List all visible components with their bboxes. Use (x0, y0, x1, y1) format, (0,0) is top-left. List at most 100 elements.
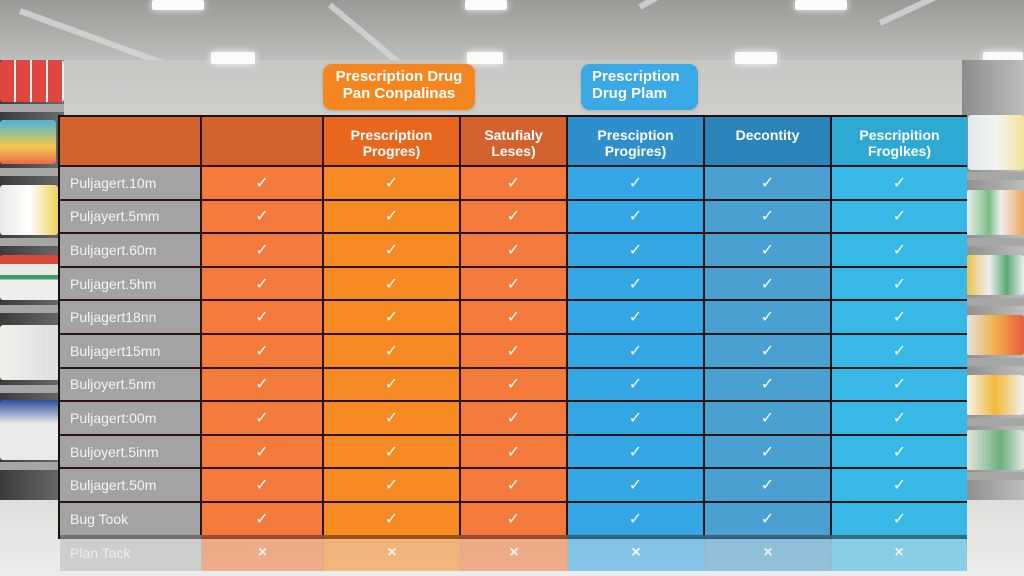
ceiling-light (465, 0, 507, 10)
cross-icon: × (568, 535, 705, 571)
check-icon: ✓ (705, 267, 832, 302)
header-satufialy-leses: Satufialy Leses) (461, 117, 568, 167)
header-presciption-progires: Presciption Progires) (568, 117, 705, 167)
header-prescription-progres: Prescription Progres) (324, 117, 461, 167)
header-pescripition-froglkes: Pescripition Froglkes) (832, 117, 967, 167)
check-icon: ✓ (705, 200, 832, 235)
check-icon: ✓ (568, 334, 705, 369)
row-label: Puljagert:00m (60, 402, 202, 436)
check-icon: ✓ (324, 167, 461, 201)
row-label: Puljayert.5mm (60, 200, 202, 235)
check-icon: ✓ (568, 469, 705, 503)
check-icon: ✓ (461, 402, 568, 436)
check-icon: ✓ (568, 167, 705, 201)
check-icon: ✓ (461, 469, 568, 503)
check-icon: ✓ (705, 435, 832, 470)
ceiling-light (152, 0, 204, 10)
check-icon: ✓ (832, 334, 967, 369)
check-icon: ✓ (705, 368, 832, 403)
check-icon: ✓ (705, 234, 832, 268)
row-label: Buljagert.60m (60, 234, 202, 268)
check-icon: ✓ (324, 301, 461, 335)
right-shelf (962, 60, 1024, 500)
check-icon: ✓ (324, 502, 461, 537)
check-icon: ✓ (705, 167, 832, 201)
row-label: Bug Took (60, 502, 202, 537)
cross-icon: × (832, 535, 967, 571)
header-decontity: Decontity (705, 117, 832, 167)
back-wall (0, 60, 1024, 120)
check-icon: ✓ (568, 368, 705, 403)
ceiling-light (795, 0, 847, 10)
check-icon: ✓ (832, 267, 967, 302)
check-icon: ✓ (324, 402, 461, 436)
check-icon: ✓ (832, 200, 967, 235)
check-icon: ✓ (324, 267, 461, 302)
row-label: Buljagert.50m (60, 469, 202, 503)
check-icon: ✓ (832, 435, 967, 470)
row-label: Buljoyert.5inm (60, 435, 202, 470)
check-icon: ✓ (461, 267, 568, 302)
check-icon: ✓ (461, 167, 568, 201)
check-icon: ✓ (461, 435, 568, 470)
cross-icon: × (324, 535, 461, 571)
check-icon: ✓ (568, 301, 705, 335)
check-icon: ✓ (568, 200, 705, 235)
header-cell-empty (60, 117, 202, 167)
check-icon: ✓ (202, 402, 324, 436)
row-label: Puljagert18nn (60, 301, 202, 335)
check-icon: ✓ (202, 167, 324, 201)
cross-icon: × (461, 535, 568, 571)
check-icon: ✓ (568, 234, 705, 268)
check-icon: ✓ (832, 234, 967, 268)
callout-blue-label: Prescription Drug Plam (592, 68, 680, 102)
check-icon: ✓ (202, 301, 324, 335)
check-icon: ✓ (461, 200, 568, 235)
check-icon: ✓ (202, 469, 324, 503)
row-label: Puljagert.5hm (60, 267, 202, 302)
ceiling (0, 0, 1024, 60)
check-icon: ✓ (705, 502, 832, 537)
check-icon: ✓ (568, 402, 705, 436)
row-label: Buljoyert.5nm (60, 368, 202, 403)
callout-blue-plan: Prescription Drug Plam (581, 64, 698, 110)
check-icon: ✓ (705, 334, 832, 369)
check-icon: ✓ (705, 301, 832, 335)
check-icon: ✓ (324, 435, 461, 470)
cross-icon: × (705, 535, 832, 571)
check-icon: ✓ (324, 234, 461, 268)
comparison-table: Prescription Progres) Satufialy Leses) P… (58, 115, 967, 539)
check-icon: ✓ (461, 301, 568, 335)
row-label: Puljagert.10m (60, 167, 202, 201)
callout-orange-label: Prescription Drug Pan Conpalinas (335, 68, 463, 102)
check-icon: ✓ (832, 368, 967, 403)
check-icon: ✓ (568, 435, 705, 470)
check-icon: ✓ (461, 368, 568, 403)
cross-icon: × (202, 535, 324, 571)
check-icon: ✓ (324, 334, 461, 369)
check-icon: ✓ (832, 301, 967, 335)
faded-reflection-row: Plan Tack × × × × × × (58, 535, 967, 571)
check-icon: ✓ (705, 402, 832, 436)
check-icon: ✓ (324, 368, 461, 403)
check-icon: ✓ (568, 267, 705, 302)
check-icon: ✓ (324, 469, 461, 503)
check-icon: ✓ (705, 469, 832, 503)
ceiling-light (735, 52, 777, 64)
check-icon: ✓ (202, 435, 324, 470)
callout-orange-plan: Prescription Drug Pan Conpalinas (323, 64, 475, 110)
check-icon: ✓ (324, 200, 461, 235)
header-cell-empty (202, 117, 324, 167)
check-icon: ✓ (202, 368, 324, 403)
check-icon: ✓ (832, 469, 967, 503)
check-icon: ✓ (832, 502, 967, 537)
ceiling-light (211, 52, 255, 64)
check-icon: ✓ (202, 334, 324, 369)
check-icon: ✓ (568, 502, 705, 537)
left-shelf (0, 60, 64, 500)
check-icon: ✓ (832, 167, 967, 201)
check-icon: ✓ (461, 502, 568, 537)
check-icon: ✓ (202, 267, 324, 302)
faded-row-label: Plan Tack (60, 535, 202, 571)
check-icon: ✓ (202, 234, 324, 268)
